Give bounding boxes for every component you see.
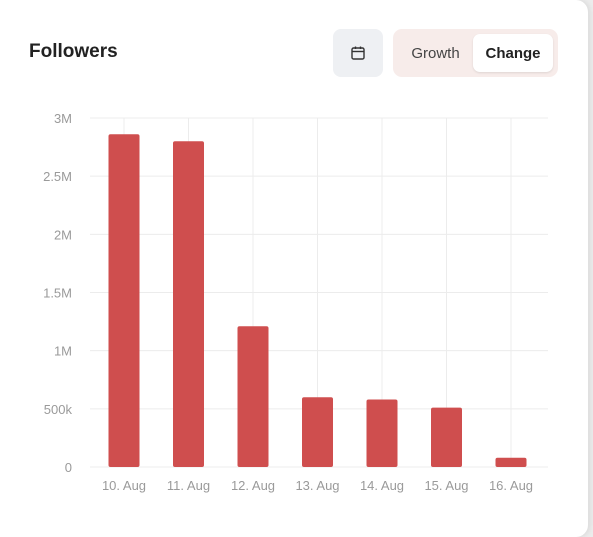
growth-tab[interactable]: Growth <box>411 44 460 62</box>
calendar-button[interactable] <box>333 29 383 77</box>
x-tick-label: 16. Aug <box>489 478 533 493</box>
y-tick-label: 1.5M <box>43 286 72 301</box>
x-tick-label: 13. Aug <box>295 478 339 493</box>
x-tick-label: 12. Aug <box>231 478 275 493</box>
y-tick-label: 2M <box>54 227 72 242</box>
bar <box>495 457 527 467</box>
bar <box>431 407 462 467</box>
x-tick-label: 15. Aug <box>424 478 468 493</box>
bar <box>173 141 204 467</box>
y-tick-label: 3M <box>54 111 72 126</box>
change-tab[interactable]: Change <box>473 34 553 72</box>
y-tick-label: 0 <box>65 460 72 475</box>
bar <box>237 326 269 467</box>
bar <box>302 397 333 467</box>
x-tick-label: 11. Aug <box>167 478 210 493</box>
x-tick-label: 10. Aug <box>102 478 146 493</box>
y-tick-label: 500k <box>44 402 73 417</box>
y-tick-label: 1M <box>54 344 72 359</box>
bar <box>108 134 140 467</box>
card-title: Followers <box>29 41 118 62</box>
x-tick-label: 14. Aug <box>360 478 404 493</box>
growth-change-toggle: Growth Change <box>393 29 558 77</box>
bar <box>366 399 398 467</box>
y-tick-label: 2.5M <box>43 169 72 184</box>
calendar-icon <box>351 46 365 60</box>
